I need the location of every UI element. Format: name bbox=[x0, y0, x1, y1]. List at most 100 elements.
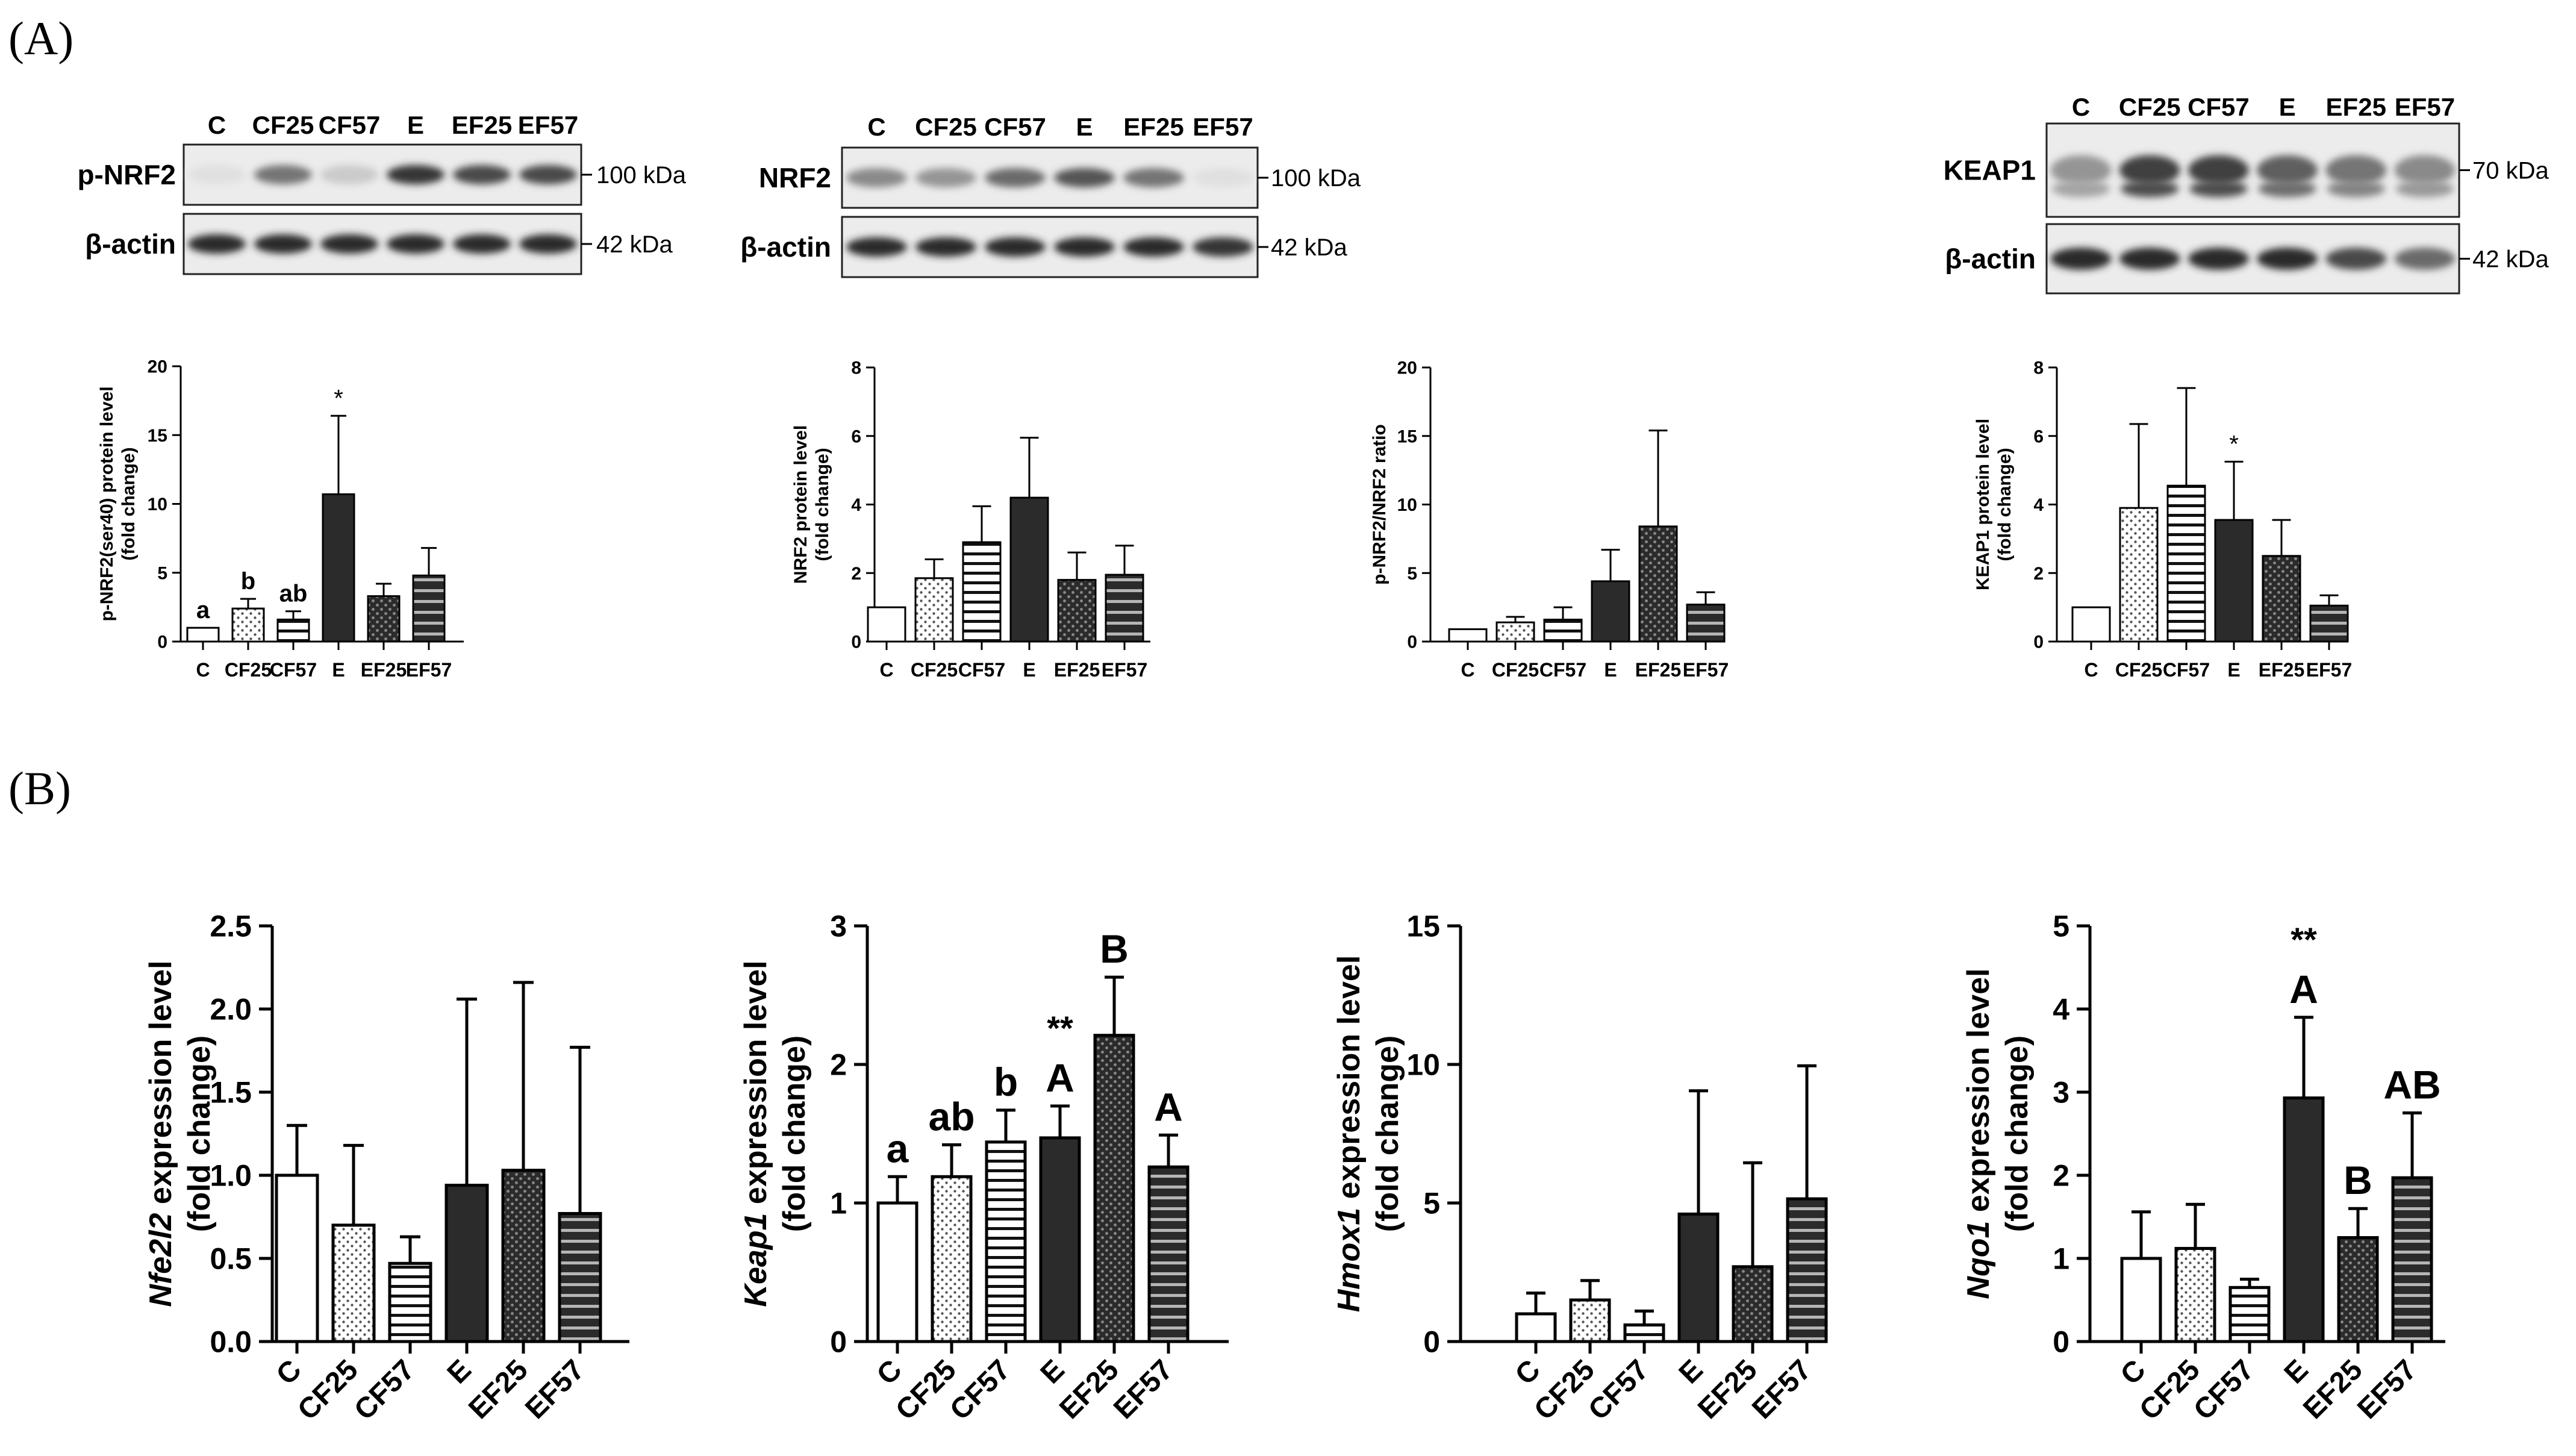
blot-band bbox=[387, 165, 444, 184]
y-tick-label: 5 bbox=[1423, 1187, 1440, 1220]
y-tick-label: 1 bbox=[2053, 1242, 2069, 1276]
bar-e bbox=[1677, 1212, 1720, 1343]
y-axis-label-text: expression level bbox=[738, 960, 773, 1213]
chart-4: 0 2 4 6 8 C CF25 CF57 E * EF25 EF57 KEAP1 protein le… bbox=[1973, 358, 2352, 681]
x-tick-label: E bbox=[441, 1354, 478, 1390]
y-tick-label: 0 bbox=[2053, 1325, 2069, 1359]
blot-band bbox=[1193, 168, 1253, 187]
bar-cf25 bbox=[931, 1175, 973, 1343]
blot-band bbox=[2050, 248, 2112, 270]
blot-band bbox=[320, 165, 378, 184]
blot-1: C CF25 CF57 E EF25 EF57 p-NRF2 100 kDa β-actin 42… bbox=[77, 111, 687, 275]
blot-band bbox=[387, 234, 444, 254]
y-tick-label: 1.5 bbox=[210, 1076, 252, 1110]
x-tick-label: E bbox=[1023, 659, 1035, 681]
bar-ef25 bbox=[1732, 1265, 1774, 1343]
bar-cf25 bbox=[1495, 621, 1535, 643]
bar-c bbox=[2071, 606, 2111, 643]
blot-band bbox=[2119, 248, 2180, 270]
bar-c bbox=[2120, 1257, 2162, 1343]
chart-6: 0 1 2 3 Ca CF25 ab CF57 b E A ** EF25 B EF57 A Keap1 exp… bbox=[738, 910, 1229, 1426]
blot-band bbox=[985, 168, 1046, 187]
blot-band bbox=[1123, 168, 1184, 187]
x-tick-label: C bbox=[2084, 659, 2098, 681]
bar-cf57 bbox=[2228, 1286, 2271, 1343]
blot-band bbox=[519, 165, 577, 184]
blot-2: C CF25 CF57 E EF25 EF57 NRF2 100 kDa β-actin 42 k… bbox=[740, 113, 1361, 278]
blot-lane-label: EF25 bbox=[2326, 93, 2386, 121]
blot-strip bbox=[182, 143, 582, 206]
y-tick-label: 0 bbox=[157, 633, 167, 652]
bar-ef57 bbox=[1786, 1197, 1828, 1343]
y-axis-label: NRF2 protein level bbox=[791, 425, 811, 584]
blot-kda-label: 100 kDa bbox=[1271, 165, 1361, 192]
y-axis-label: Nqo1 expression level bbox=[1961, 968, 1996, 1299]
x-tick-label: CF57 bbox=[2188, 1354, 2260, 1426]
blot-band bbox=[188, 234, 246, 254]
significance-label: A bbox=[1154, 1084, 1183, 1129]
y-tick-label: 0 bbox=[1423, 1325, 1440, 1359]
bar-e bbox=[2214, 519, 2254, 643]
y-axis-label: Hmox1 expression level bbox=[1332, 955, 1367, 1313]
blot-protein-label: KEAP1 bbox=[1944, 155, 2036, 186]
blot-band bbox=[985, 237, 1046, 257]
bar-e bbox=[1009, 496, 1049, 643]
y-tick-label: 4 bbox=[851, 495, 861, 515]
bar-ef57 bbox=[1686, 604, 1726, 643]
y-tick-label: 6 bbox=[851, 426, 861, 446]
significance-label: b bbox=[994, 1060, 1018, 1104]
significance-label: AB bbox=[2383, 1063, 2440, 1107]
blot-band bbox=[188, 165, 246, 184]
x-tick-label: CF57 bbox=[1539, 659, 1586, 681]
y-tick-label: 0.5 bbox=[210, 1242, 252, 1276]
bar-ef25 bbox=[367, 595, 401, 643]
bar-c bbox=[1515, 1312, 1557, 1343]
y-tick-label: 10 bbox=[1397, 495, 1417, 515]
blot-lane-label: E bbox=[2279, 93, 2296, 121]
x-tick-label: CF25 bbox=[911, 659, 958, 681]
blot-lane-label: EF57 bbox=[1193, 113, 1253, 141]
y-tick-label: 2 bbox=[2053, 1159, 2069, 1193]
bar-charts: 05101520CaCF25bCF57abE*EF25EF57p-NRF2(se… bbox=[97, 357, 2445, 1426]
blot-lane-label: E bbox=[1076, 113, 1093, 141]
x-tick-label: E bbox=[2278, 1354, 2315, 1390]
y-axis-label: (fold change) bbox=[2000, 1036, 2035, 1232]
x-tick-label: CF25 bbox=[292, 1354, 364, 1426]
x-tick-label: EF57 bbox=[1102, 659, 1147, 681]
x-tick-label: CF25 bbox=[890, 1354, 962, 1426]
significance-label: b bbox=[241, 568, 255, 595]
y-tick-label: 2.5 bbox=[210, 910, 252, 943]
y-axis-label-text: expression level bbox=[1332, 955, 1367, 1208]
x-tick-label: C bbox=[270, 1354, 308, 1391]
blot-protein-label: NRF2 bbox=[759, 162, 831, 193]
blot-lane-label: C bbox=[867, 113, 885, 141]
x-tick-label: EF57 bbox=[2351, 1354, 2423, 1425]
significance-label: a bbox=[887, 1126, 909, 1170]
significance-label: * bbox=[2229, 431, 2239, 457]
blot-lane-label: CF25 bbox=[915, 113, 977, 141]
y-tick-label: 6 bbox=[2033, 426, 2044, 446]
x-tick-label: E bbox=[1604, 659, 1617, 681]
blot-band bbox=[2257, 155, 2318, 186]
y-tick-label: 15 bbox=[148, 426, 167, 446]
bar-ef25 bbox=[1093, 1034, 1135, 1343]
blot-strip bbox=[841, 146, 1259, 209]
x-tick-label: CF25 bbox=[2133, 1354, 2206, 1426]
bar-cf57 bbox=[1623, 1323, 1665, 1343]
blot-band bbox=[846, 237, 907, 257]
y-axis-label: (fold change) bbox=[182, 1036, 217, 1232]
blot-lane-label: CF57 bbox=[2188, 93, 2250, 121]
blot-lane-label: EF25 bbox=[452, 111, 512, 139]
blot-3: C CF25 CF57 E EF25 EF57 KEAP1 70 kDa β-actin 42 k… bbox=[1944, 93, 2549, 295]
blot-lane-label: CF57 bbox=[984, 113, 1046, 141]
x-tick-label: E bbox=[332, 659, 345, 681]
blot-band bbox=[2394, 155, 2456, 186]
bar-c bbox=[1448, 628, 1488, 643]
bar-ef25 bbox=[501, 1169, 546, 1343]
blot-band bbox=[2257, 248, 2318, 270]
blot-band bbox=[2188, 155, 2249, 186]
blot-band bbox=[2394, 248, 2456, 270]
blot-kda-label: 70 kDa bbox=[2472, 158, 2549, 184]
y-axis-label: p-NRF2(ser40) protein level bbox=[97, 386, 117, 621]
x-tick-label: C bbox=[196, 659, 210, 681]
